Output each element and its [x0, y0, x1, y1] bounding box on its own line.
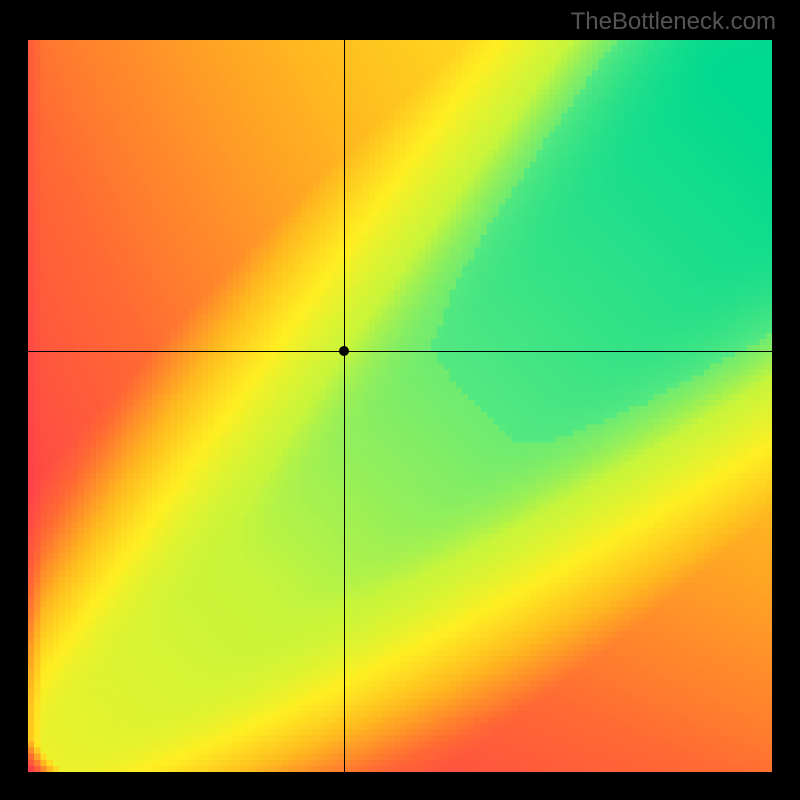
crosshair-horizontal — [28, 351, 772, 352]
bottleneck-heatmap — [28, 40, 772, 772]
crosshair-vertical — [344, 40, 345, 772]
heatmap-canvas — [28, 40, 772, 772]
watermark-text: TheBottleneck.com — [571, 8, 776, 36]
crosshair-point — [339, 346, 349, 356]
